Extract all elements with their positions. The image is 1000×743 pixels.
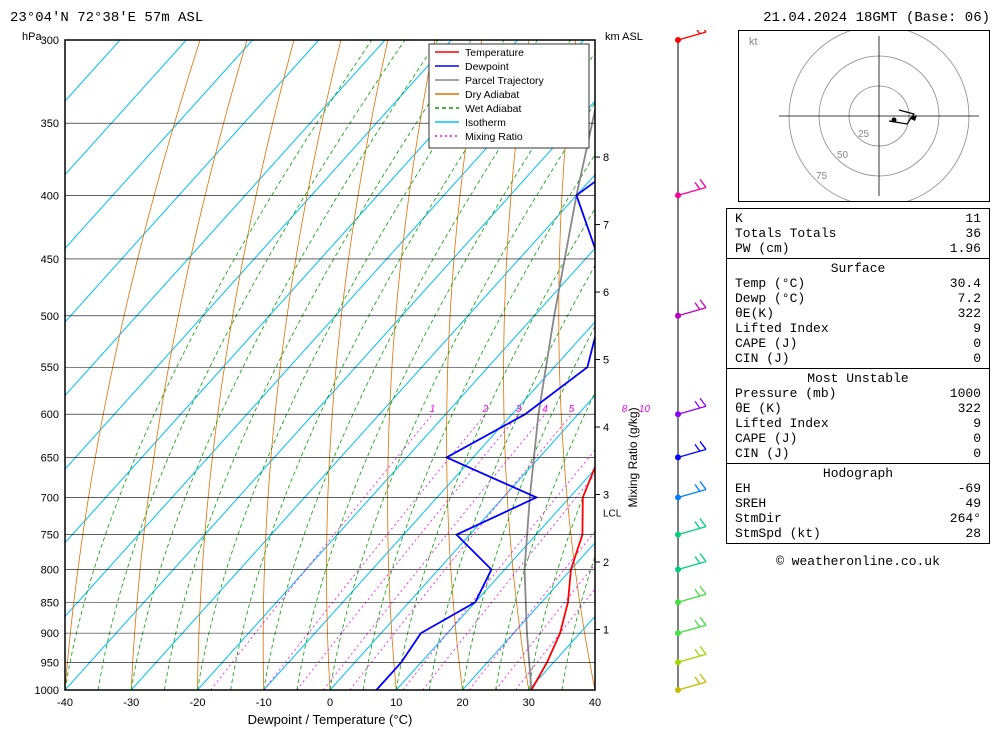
svg-text:3: 3 xyxy=(516,404,522,415)
svg-text:400: 400 xyxy=(41,190,59,202)
svg-text:10: 10 xyxy=(639,404,650,415)
svg-text:30: 30 xyxy=(523,697,535,709)
svg-text:1: 1 xyxy=(603,624,609,636)
svg-text:450: 450 xyxy=(41,254,59,266)
index-row: θE (K)322 xyxy=(733,401,983,416)
svg-text:kt: kt xyxy=(749,36,758,48)
index-row: θE(K)322 xyxy=(733,306,983,321)
svg-text:1000: 1000 xyxy=(35,685,59,697)
wind-barb-column xyxy=(658,30,718,733)
svg-text:-40: -40 xyxy=(57,697,73,709)
svg-text:6: 6 xyxy=(603,287,609,299)
svg-text:20: 20 xyxy=(456,697,468,709)
svg-text:600: 600 xyxy=(41,409,59,421)
svg-text:0: 0 xyxy=(327,697,333,709)
svg-text:350: 350 xyxy=(41,118,59,130)
index-row: CIN (J)0 xyxy=(733,351,983,366)
svg-text:650: 650 xyxy=(41,452,59,464)
index-row: Totals Totals36 xyxy=(733,226,983,241)
skewt-svg: 1234581015202530035040045050055060065070… xyxy=(10,30,650,730)
index-row: StmSpd (kt)28 xyxy=(733,526,983,541)
svg-text:4: 4 xyxy=(542,404,548,415)
svg-text:800: 800 xyxy=(41,565,59,577)
svg-text:950: 950 xyxy=(41,657,59,669)
svg-text:700: 700 xyxy=(41,492,59,504)
index-row: Pressure (mb)1000 xyxy=(733,386,983,401)
svg-text:-30: -30 xyxy=(123,697,139,709)
index-row: CIN (J)0 xyxy=(733,446,983,461)
copyright-text: © weatheronline.co.uk xyxy=(726,554,990,569)
svg-text:Temperature: Temperature xyxy=(465,47,524,59)
svg-text:5: 5 xyxy=(603,355,609,367)
svg-text:Mixing Ratio (g/kg): Mixing Ratio (g/kg) xyxy=(626,407,640,507)
unstable-header: Most Unstable xyxy=(733,371,983,386)
svg-text:Dry Adiabat: Dry Adiabat xyxy=(465,89,519,101)
index-row: Lifted Index9 xyxy=(733,416,983,431)
svg-text:Dewpoint / Temperature (°C): Dewpoint / Temperature (°C) xyxy=(248,712,413,727)
index-row: Dewp (°C)7.2 xyxy=(733,291,983,306)
svg-text:2: 2 xyxy=(482,404,489,415)
svg-text:hPa: hPa xyxy=(22,31,42,43)
indices-table: K11Totals Totals36PW (cm)1.96 SurfaceTem… xyxy=(726,208,990,544)
index-row: PW (cm)1.96 xyxy=(733,241,983,256)
svg-text:Mixing Ratio: Mixing Ratio xyxy=(465,131,523,143)
svg-text:Wet Adiabat: Wet Adiabat xyxy=(465,103,522,115)
chart-title-left: 23°04'N 72°38'E 57m ASL xyxy=(10,10,203,26)
svg-text:4: 4 xyxy=(603,422,609,434)
svg-text:850: 850 xyxy=(41,597,59,609)
svg-text:1: 1 xyxy=(430,404,436,415)
svg-text:km ASL: km ASL xyxy=(605,31,643,43)
index-row: K11 xyxy=(733,211,983,226)
svg-text:900: 900 xyxy=(41,628,59,640)
index-row: EH-69 xyxy=(733,481,983,496)
svg-text:-10: -10 xyxy=(256,697,272,709)
svg-text:10: 10 xyxy=(390,697,402,709)
svg-text:75: 75 xyxy=(816,171,828,182)
surface-header: Surface xyxy=(733,261,983,276)
svg-text:750: 750 xyxy=(41,530,59,542)
index-row: SREH49 xyxy=(733,496,983,511)
svg-text:500: 500 xyxy=(41,311,59,323)
svg-text:LCL: LCL xyxy=(603,509,622,520)
svg-text:3: 3 xyxy=(603,490,609,502)
hodograph-header: Hodograph xyxy=(733,466,983,481)
svg-text:Parcel Trajectory: Parcel Trajectory xyxy=(465,75,545,87)
svg-text:25: 25 xyxy=(858,129,870,140)
svg-text:Isotherm: Isotherm xyxy=(465,117,506,129)
index-row: CAPE (J)0 xyxy=(733,431,983,446)
svg-text:50: 50 xyxy=(837,150,849,161)
svg-text:7: 7 xyxy=(603,220,609,232)
svg-text:5: 5 xyxy=(569,404,575,415)
svg-text:550: 550 xyxy=(41,362,59,374)
hodograph-panel: 25 50 75 kt xyxy=(738,30,990,202)
skewt-chart: 1234581015202530035040045050055060065070… xyxy=(10,30,650,730)
index-row: StmDir264° xyxy=(733,511,983,526)
svg-text:2: 2 xyxy=(603,557,609,569)
index-row: Lifted Index9 xyxy=(733,321,983,336)
svg-text:8: 8 xyxy=(603,152,609,164)
svg-text:300: 300 xyxy=(41,35,59,47)
chart-title-right: 21.04.2024 18GMT (Base: 06) xyxy=(763,10,990,26)
svg-text:40: 40 xyxy=(589,697,601,709)
svg-text:Dewpoint: Dewpoint xyxy=(465,61,509,73)
svg-text:-20: -20 xyxy=(190,697,206,709)
index-row: CAPE (J)0 xyxy=(733,336,983,351)
index-row: Temp (°C)30.4 xyxy=(733,276,983,291)
